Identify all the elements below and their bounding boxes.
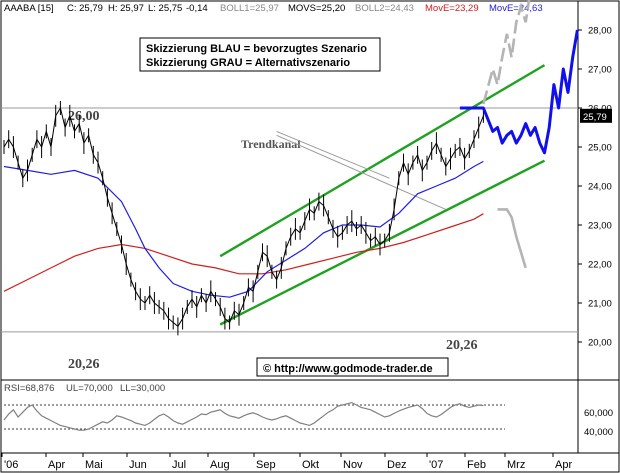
y-tick-label: 20,00	[588, 338, 612, 349]
x-tick-label: Okt	[302, 459, 319, 471]
x-tick-label: Nov	[343, 459, 363, 471]
x-tick-label: '07	[429, 459, 443, 471]
level-label-low-left: 20,26	[68, 357, 100, 372]
trend-pointer-line-1	[276, 134, 447, 210]
level-label-high: 26,00	[68, 109, 100, 124]
url-text[interactable]: © http://www.godmode-trader.de	[263, 363, 433, 375]
header-boll1: BOLL1=25,97	[220, 3, 279, 14]
trend-pointer-line-0	[276, 130, 390, 179]
price-axis-panel	[577, 0, 620, 387]
y-tick-label: 21,00	[588, 299, 612, 310]
scenario-grey-up-line	[482, 0, 531, 105]
trend-channel-label: Trendkanal	[241, 137, 301, 151]
legend-blue-text: Skizzierung BLAU = bevorzugtes Szenario	[146, 43, 367, 55]
rsi-lower-limit-label: LL=30,000	[120, 383, 165, 394]
header-low: L: 25,75	[148, 3, 182, 14]
ma-red-line	[3, 213, 484, 292]
last-price-tag: 25,79	[580, 108, 612, 123]
last-price-tag-text: 25,79	[583, 112, 607, 123]
legend-grey-text: Skizzierung GRAU = Alternativszenario	[146, 57, 350, 69]
header-movs: MOVS=25,20	[288, 3, 345, 14]
y-tick-label: 25,00	[588, 143, 612, 154]
header-change: -0,14	[186, 3, 208, 14]
scenario-legend: Skizzierung BLAU = bevorzugtes Szenario …	[139, 37, 381, 72]
x-tick-label: Jun	[129, 459, 147, 471]
x-tick-label: Dez	[387, 459, 407, 471]
header-move-blue: MovE=24,63	[489, 3, 543, 14]
header-move-red: MovE=23,29	[425, 3, 479, 14]
channel-upper-line	[219, 64, 546, 258]
rsi-panel	[0, 379, 579, 454]
source-url[interactable]: © http://www.godmode-trader.de	[256, 357, 449, 377]
rsi-value-label: RSI=68,876	[4, 383, 54, 394]
x-tick-label: Apr	[48, 459, 65, 471]
x-tick-label: Sep	[256, 459, 276, 471]
y-tick-label: 28,00	[588, 26, 612, 37]
header-symbol: AAABA [15]	[4, 3, 54, 14]
y-tick-label: 24,00	[588, 182, 612, 193]
y-tick-label: 22,00	[588, 260, 612, 271]
y-tick-label: 27,00	[588, 65, 612, 76]
y-tick-label: 23,00	[588, 221, 612, 232]
rsi-tick-60: 60,000	[584, 408, 613, 419]
scenario-blue-line	[459, 29, 579, 155]
rsi-axis-panel	[577, 379, 620, 454]
x-tick-label: Apr	[555, 459, 572, 471]
x-tick-label: Mai	[85, 459, 103, 471]
scenario-grey-down-line	[497, 208, 527, 269]
x-tick-label: Mrz	[507, 459, 525, 471]
url-box	[256, 357, 449, 377]
x-tick-label: Aug	[210, 459, 230, 471]
x-tick-label: Jul	[172, 459, 186, 471]
header-close: C: 25,79	[67, 3, 103, 14]
level-label-low-right: 20,26	[446, 338, 478, 353]
legend-box	[139, 37, 381, 72]
rsi-tick-40: 40,000	[584, 427, 613, 438]
rsi-line	[3, 401, 484, 431]
rsi-upper-limit-label: UL=70,000	[66, 383, 113, 394]
last-price-tag-box	[580, 108, 612, 123]
x-tick-label: '06	[4, 459, 18, 471]
time-axis-panel	[0, 452, 620, 473]
header-boll2: BOLL2=24,43	[355, 3, 414, 14]
x-tick-label: Feb	[467, 459, 486, 471]
header-high: H: 25,97	[108, 3, 144, 14]
